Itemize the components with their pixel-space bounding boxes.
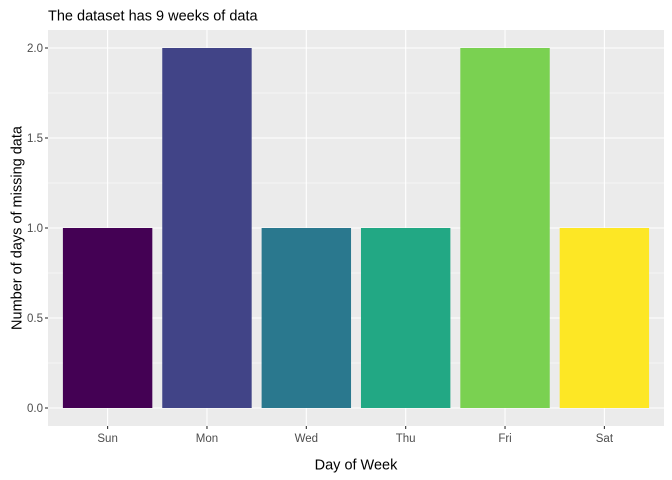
x-tick-label: Thu [396, 433, 416, 445]
y-axis-title: Number of days of missing data [10, 125, 26, 330]
y-tick-label: 2.0 [27, 43, 43, 55]
x-tick-label: Wed [295, 433, 318, 445]
bar-sat [559, 228, 650, 408]
y-tick-label: 1.0 [27, 223, 43, 235]
x-tick-label: Mon [196, 433, 218, 445]
bar-thu [360, 228, 451, 408]
x-axis-title: Day of Week [315, 458, 398, 474]
y-tick-label: 0.5 [27, 313, 43, 325]
x-tick-label: Sun [97, 433, 117, 445]
bar-wed [261, 228, 352, 408]
y-axis-ticks: 0.0 0.5 1.0 1.5 2.0 [27, 43, 48, 415]
bar-mon [162, 48, 252, 408]
bar-sun [62, 228, 153, 408]
y-tick-label: 1.5 [27, 133, 43, 145]
bar-fri [460, 48, 550, 408]
x-tick-label: Fri [498, 433, 511, 445]
chart-title: The dataset has 9 weeks of data [48, 9, 259, 25]
bars [62, 48, 650, 408]
x-axis-ticks: Sun Mon Wed Thu Fri Sat [97, 426, 614, 445]
y-tick-label: 0.0 [27, 403, 43, 415]
x-tick-label: Sat [596, 433, 614, 445]
